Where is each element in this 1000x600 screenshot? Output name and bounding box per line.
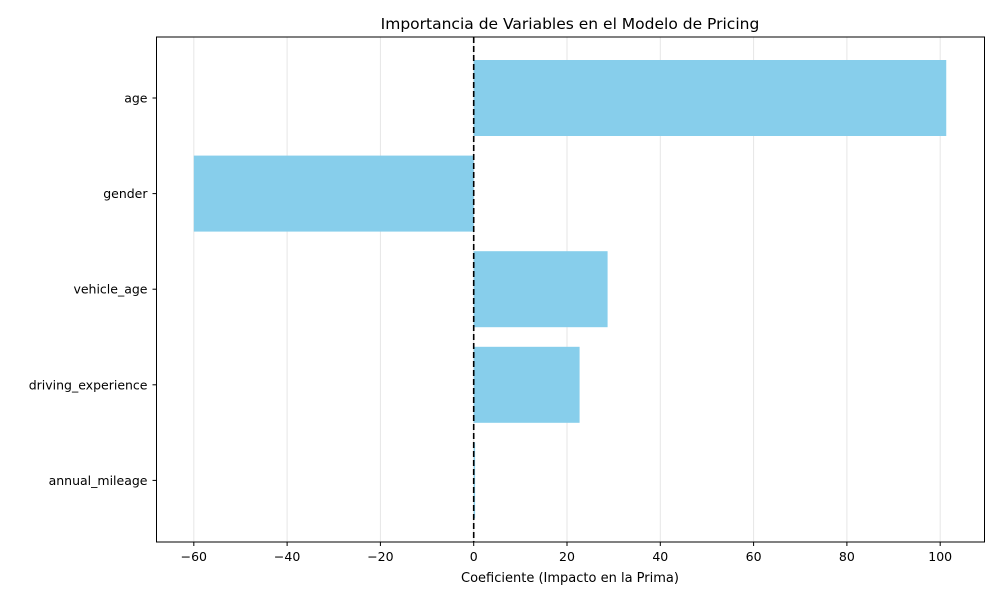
x-tick-label: 0: [470, 549, 478, 564]
bar-vehicle-age: [473, 251, 608, 328]
x-tick-label: 100: [928, 549, 952, 564]
x-tick-label: −60: [181, 549, 207, 564]
y-axis: age gender vehicle_age driving_experiencean…: [29, 91, 157, 488]
x-axis: −60 −40 −20 0 20 40 60 80 100: [181, 542, 952, 564]
bar-driving-experience: [473, 346, 580, 423]
chart-title: Importancia de Variables en el Modelo de…: [381, 15, 760, 33]
y-tick-label-vehicle-age: vehicle_age: [73, 282, 147, 297]
x-tick-label: −40: [274, 549, 300, 564]
y-tick-label-annual-mileage: annual_mileage: [49, 473, 148, 488]
x-axis-label: Coeficiente (Impacto en la Prima): [461, 571, 679, 586]
x-tick-label: −20: [367, 549, 393, 564]
bar-gender: [193, 155, 474, 232]
x-tick-label: 60: [746, 549, 762, 564]
y-tick-label-age: age: [124, 91, 148, 106]
x-tick-label: 40: [652, 549, 668, 564]
x-tick-label: 80: [839, 549, 855, 564]
y-tick-label-driving-experience: driving_experience: [29, 377, 148, 392]
bar-age: [473, 60, 947, 136]
x-tick-label: 20: [559, 549, 575, 564]
y-tick-label-gender: gender: [103, 186, 148, 201]
bar-layer: [193, 60, 947, 519]
